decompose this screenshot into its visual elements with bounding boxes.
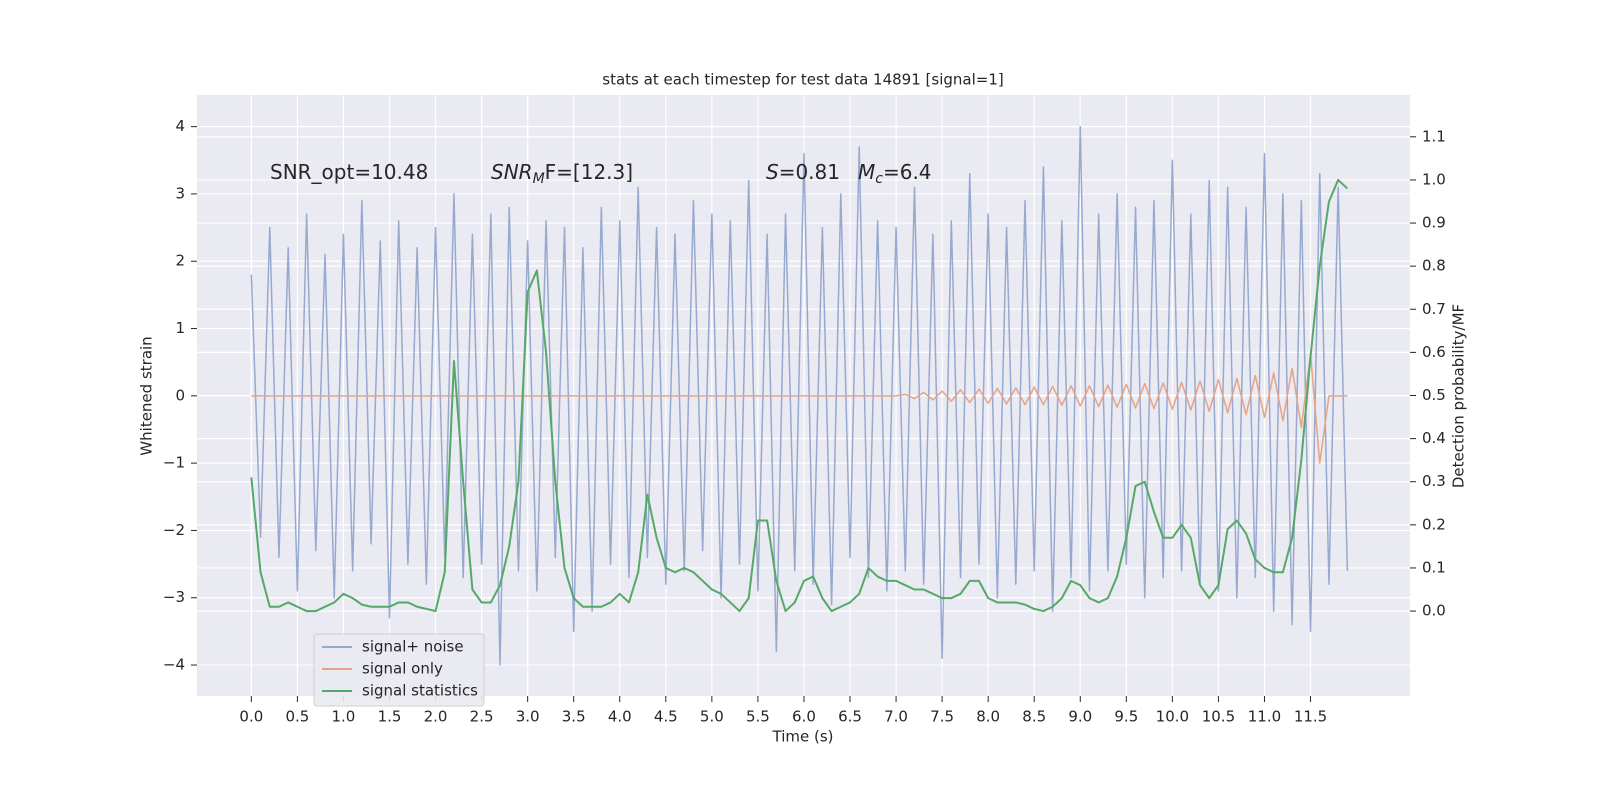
x-tick-label: 3.5 <box>562 708 586 726</box>
series-line <box>250 178 1349 613</box>
y-tick-label: 0 <box>175 386 185 404</box>
y-tick-label: −4 <box>163 656 185 674</box>
y2-tick-label: 0.8 <box>1422 257 1446 275</box>
y2-tick-label: 0.9 <box>1422 214 1446 232</box>
series-line <box>250 125 1349 666</box>
y2-tick-label: 0.1 <box>1422 558 1446 576</box>
y-tick-label: 1 <box>175 319 185 337</box>
y2-tick-label: 1.1 <box>1422 127 1446 145</box>
legend-label: signal+ noise <box>362 638 464 656</box>
y2-axis-label: Detection probability/MF <box>1450 304 1468 488</box>
annotation-sub: c <box>875 171 883 187</box>
x-tick-label: 2.5 <box>470 708 494 726</box>
y-tick-label: 2 <box>175 252 185 270</box>
x-tick-label: 0.5 <box>285 708 309 726</box>
y2-tick-label: 0.0 <box>1422 602 1446 620</box>
x-tick-label: 9.0 <box>1068 708 1092 726</box>
annotation-main: S <box>766 160 779 184</box>
annotation-tail: F=[12.3] <box>545 160 633 184</box>
x-tick-label: 7.5 <box>930 708 954 726</box>
x-tick-label: 0.0 <box>239 708 263 726</box>
x-tick-label: 9.5 <box>1114 708 1138 726</box>
y2-tick-label: 0.4 <box>1422 429 1446 447</box>
x-tick-label: 4.5 <box>654 708 678 726</box>
chart-title: stats at each timestep for test data 148… <box>602 71 1003 89</box>
y-tick-label: −1 <box>163 454 185 472</box>
x-tick-label: 11.5 <box>1294 708 1327 726</box>
x-tick-label: 4.0 <box>608 708 632 726</box>
annotation-tail: =0.81 <box>779 160 840 184</box>
x-tick-label: 1.0 <box>332 708 356 726</box>
legend-box <box>313 633 485 707</box>
x-tick-label: 7.0 <box>884 708 908 726</box>
x-tick-label: 3.0 <box>516 708 540 726</box>
annotation-tail: F=[12.3] <box>545 160 633 184</box>
x-tick-label: 5.5 <box>746 708 770 726</box>
x-tick-label: 11.0 <box>1248 708 1281 726</box>
x-tick-label: 6.5 <box>838 708 862 726</box>
x-tick-label: 6.0 <box>792 708 816 726</box>
x-tick-label: 8.5 <box>1022 708 1046 726</box>
annotation: Mc=6.4 <box>858 160 932 188</box>
y2-tick-label: 0.7 <box>1422 300 1446 318</box>
annotation-text: SNR_opt=10.48 <box>270 160 428 184</box>
x-tick-label: 10.0 <box>1156 708 1189 726</box>
y2-tick-label: 0.2 <box>1422 515 1446 533</box>
labels: 0.0 0.5 1.0 1.5 2.0 2.5 3.0 3.5 4.0 4.5 5.0 5.5 6.0 6… <box>163 117 1446 725</box>
annotation-main: M <box>858 160 875 184</box>
x-axis-label: Time (s) <box>772 728 834 746</box>
y-tick-label: −2 <box>163 521 185 539</box>
y-tick-label: 3 <box>175 184 185 202</box>
x-tick-label: 8.0 <box>976 708 1000 726</box>
y-tick-label: −3 <box>163 588 185 606</box>
legend: signal+ noise signal only signal statistic… <box>313 633 485 707</box>
annotation: SNRMF=[12.3] <box>491 160 633 188</box>
y2-tick-label: 0.5 <box>1422 386 1446 404</box>
series-line <box>251 353 1348 464</box>
y-axis-label: Whitened strain <box>138 336 156 455</box>
marks <box>250 125 1349 666</box>
x-tick-label: 10.5 <box>1202 708 1235 726</box>
annotation-main: SNR <box>491 160 533 184</box>
y-tick-label: 4 <box>175 117 185 135</box>
y2-tick-label: 0.3 <box>1422 472 1446 490</box>
annotation-sub: M <box>533 171 545 187</box>
x-tick-label: 2.0 <box>424 708 448 726</box>
annotation-tail: =6.4 <box>883 160 932 184</box>
y2-tick-label: 0.6 <box>1422 343 1446 361</box>
legend-label: signal only <box>362 660 443 678</box>
annotation: S=0.81 <box>766 160 840 184</box>
x-tick-label: 1.5 <box>378 708 402 726</box>
annotation: SNR_opt=10.48 <box>270 160 428 184</box>
y2-tick-label: 1.0 <box>1422 170 1446 188</box>
legend-label: signal statistics <box>362 682 478 700</box>
x-tick-label: 5.0 <box>700 708 724 726</box>
